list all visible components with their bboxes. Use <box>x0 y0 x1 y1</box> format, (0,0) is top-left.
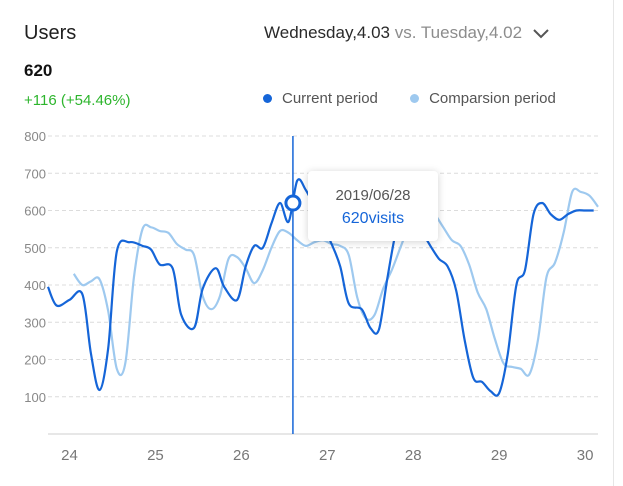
y-tick-label: 200 <box>24 353 46 368</box>
comparison-date: Tuesday,4.02 <box>420 23 523 42</box>
y-tick-label: 100 <box>24 390 46 405</box>
series-line-current <box>46 178 594 397</box>
users-value: 620 <box>24 61 53 80</box>
x-tick-label: 30 <box>577 447 594 464</box>
x-tick-label: 24 <box>61 447 78 464</box>
legend-comparison[interactable]: Comparsion period <box>410 90 556 107</box>
y-tick-label: 800 <box>24 129 46 144</box>
chevron-down-icon[interactable] <box>533 24 549 44</box>
y-tick-label: 600 <box>24 204 46 219</box>
x-tick-label: 27 <box>319 447 336 464</box>
y-tick-label: 700 <box>24 166 46 181</box>
legend-comparison-label: Comparsion period <box>429 90 556 107</box>
card-title: Users <box>24 22 77 44</box>
tooltip-visits: 620visits <box>341 210 405 227</box>
x-tick-label: 25 <box>147 447 164 464</box>
vs-label: vs. <box>394 23 417 42</box>
legend-comparison-dot <box>410 94 420 103</box>
y-tick-label: 300 <box>24 315 46 330</box>
y-tick-label: 500 <box>24 241 46 256</box>
legend-current[interactable]: Current period <box>263 90 378 107</box>
date-compare-selector[interactable]: Wednesday,4.03 vs. Tuesday,4.02 <box>264 23 549 44</box>
chart-legend: Current period Comparsion period <box>263 90 556 107</box>
x-tick-label: 26 <box>233 447 250 464</box>
users-delta: +116 (+54.46%) <box>24 92 131 109</box>
hover-point <box>284 194 302 212</box>
x-tick-label: 29 <box>491 447 508 464</box>
legend-current-label: Current period <box>282 90 378 107</box>
tooltip-date: 2019/06/28 <box>335 187 411 204</box>
legend-current-dot <box>263 94 272 103</box>
current-date: Wednesday,4.03 <box>264 23 391 42</box>
x-tick-label: 28 <box>405 447 422 464</box>
chart-tooltip: 2019/06/28 620visits <box>308 171 438 241</box>
series-line-comparison <box>72 187 599 377</box>
y-tick-label: 400 <box>24 278 46 293</box>
